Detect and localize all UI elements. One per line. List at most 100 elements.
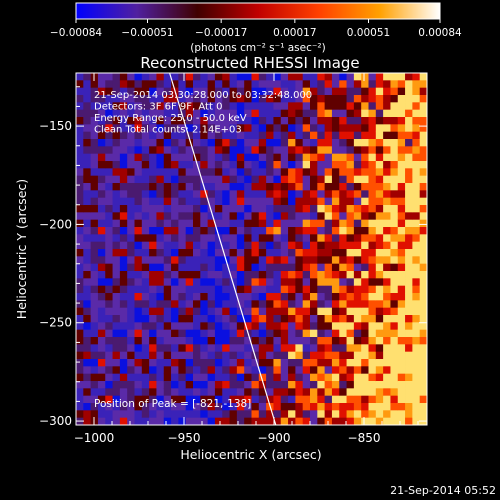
heatmap-cell [331, 117, 340, 125]
heatmap-cell [214, 197, 223, 206]
heatmap-cell [375, 285, 384, 294]
heatmap-cell [149, 227, 157, 235]
heatmap-cell [266, 241, 274, 250]
heatmap-cell [229, 315, 238, 323]
heatmap-cell [149, 124, 157, 133]
heatmap-cell [97, 227, 106, 235]
heatmap-cell [339, 256, 347, 265]
heatmap-cell [317, 212, 326, 221]
heatmap-cell [280, 278, 289, 287]
heatmap-cell [280, 87, 289, 96]
heatmap-cell [236, 300, 245, 309]
heatmap-cell [83, 139, 92, 147]
heatmap-cell [251, 175, 260, 184]
heatmap-cell [105, 256, 113, 265]
heatmap-cell [324, 190, 333, 199]
heatmap-cell [273, 241, 282, 250]
heatmap-cell [141, 219, 150, 228]
heatmap-cell [419, 139, 427, 147]
heatmap-cell [127, 73, 135, 81]
heatmap-cell [171, 373, 179, 382]
heatmap-cell [346, 102, 355, 111]
heatmap-cell [97, 190, 106, 199]
heatmap-cell [251, 300, 260, 309]
heatmap-cell [361, 73, 369, 81]
heatmap-cell [280, 161, 289, 169]
heatmap-cell [76, 381, 84, 389]
heatmap-cell [302, 307, 311, 316]
heatmap-cell [105, 241, 113, 250]
heatmap-cell [397, 197, 406, 206]
heatmap-cell [83, 344, 92, 353]
heatmap-cell [207, 344, 216, 353]
heatmap-cell [390, 278, 399, 287]
heatmap-cell [251, 73, 260, 81]
heatmap-cell [390, 161, 399, 169]
heatmap-cell [412, 212, 421, 221]
heatmap-cell [149, 190, 157, 199]
heatmap-cell [273, 161, 282, 169]
heatmap-cell [251, 322, 260, 331]
heatmap-cell [353, 131, 362, 140]
heatmap-cell [346, 307, 355, 316]
heatmap-cell [412, 205, 421, 213]
heatmap-cell [302, 278, 311, 287]
heatmap-cell [119, 87, 128, 96]
heatmap-cell [134, 73, 143, 81]
heatmap-cell [229, 395, 238, 404]
heatmap-cell [397, 256, 406, 265]
heatmap-cell [390, 131, 399, 140]
heatmap-cell [383, 219, 391, 228]
heatmap-cell [244, 366, 252, 375]
heatmap-cell [324, 205, 333, 213]
heatmap-cell [127, 410, 135, 419]
heatmap-cell [302, 234, 311, 243]
heatmap-cell [229, 381, 238, 389]
heatmap-cell [273, 183, 282, 191]
heatmap-cell [353, 278, 362, 287]
heatmap-cell [127, 351, 135, 360]
heatmap-cell [163, 131, 172, 140]
heatmap-cell [127, 373, 135, 382]
heatmap-cell [346, 153, 355, 162]
heatmap-cell [200, 227, 209, 235]
heatmap-cell [310, 227, 318, 235]
heatmap-cell [76, 219, 84, 228]
heatmap-cell [244, 351, 252, 360]
heatmap-cell [207, 80, 216, 89]
heatmap-cell [244, 344, 252, 353]
heatmap-cell [163, 410, 172, 419]
heatmap-cell [353, 146, 362, 155]
heatmap-cell [222, 87, 230, 96]
heatmap-cell [149, 381, 157, 389]
heatmap-cell [251, 373, 260, 382]
peak-position-label: Position of Peak = [-821,-138] [94, 398, 251, 410]
heatmap-cell [375, 359, 384, 367]
heatmap-cell [258, 329, 267, 338]
heatmap-cell [134, 373, 143, 382]
heatmap-cell [310, 212, 318, 221]
heatmap-cell [288, 124, 296, 133]
heatmap-cell [317, 205, 326, 213]
heatmap-cell [141, 359, 150, 367]
heatmap-cell [419, 212, 427, 221]
heatmap-cell [171, 359, 179, 367]
heatmap-cell [178, 212, 187, 221]
heatmap-cell [375, 410, 384, 419]
heatmap-cell [368, 337, 377, 345]
heatmap-cell [149, 73, 157, 81]
heatmap-cell [258, 197, 267, 206]
heatmap-cell [127, 249, 135, 257]
heatmap-cell [383, 139, 391, 147]
heatmap-cell [222, 95, 230, 103]
heatmap-cell [236, 263, 245, 272]
heatmap-cell [390, 366, 399, 375]
heatmap-cell [368, 249, 377, 257]
heatmap-cell [119, 278, 128, 287]
heatmap-cell [302, 315, 311, 323]
heatmap-cell [156, 249, 165, 257]
heatmap-cell [295, 161, 304, 169]
heatmap-cell [83, 263, 92, 272]
heatmap-cell [273, 153, 282, 162]
heatmap-cell [207, 249, 216, 257]
